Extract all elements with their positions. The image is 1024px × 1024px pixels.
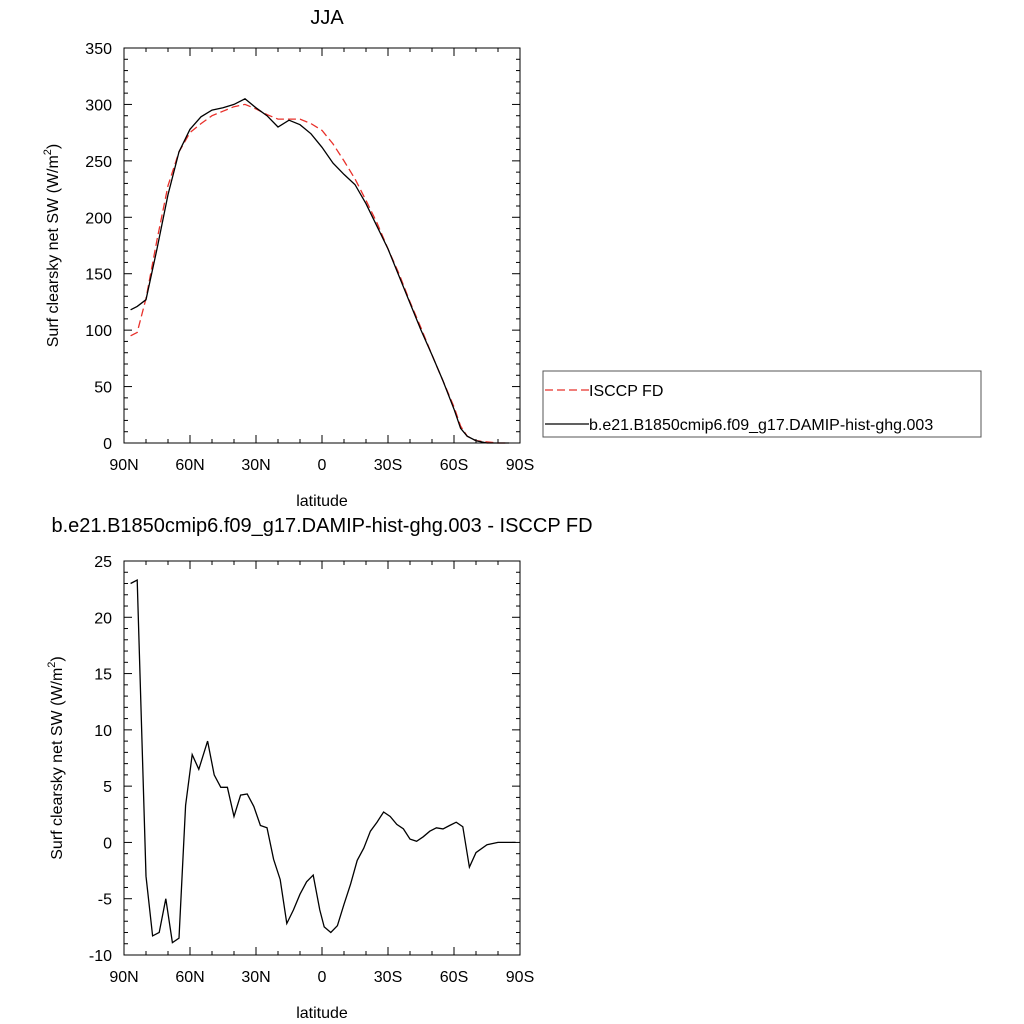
y-tick-label: 200 bbox=[85, 210, 112, 227]
plot-frame bbox=[123, 47, 521, 444]
x-tick-label: 30S bbox=[374, 969, 402, 986]
y-tick-label: 250 bbox=[85, 154, 112, 171]
y-tick-label: 25 bbox=[94, 554, 112, 571]
y-axis-label: Surf clearsky net SW (W/m2) bbox=[42, 144, 62, 347]
chart-title: b.e21.B1850cmip6.f09_g17.DAMIP-hist-ghg.… bbox=[51, 515, 592, 537]
x-tick-label: 90N bbox=[109, 457, 138, 474]
y-axis-label-main: Surf clearsky net SW (W/m bbox=[49, 668, 66, 860]
x-tick-label: 60N bbox=[175, 969, 204, 986]
x-tick-label: 0 bbox=[318, 969, 327, 986]
y-tick-label: 150 bbox=[85, 267, 112, 284]
y-axis-label-end: ) bbox=[45, 144, 62, 149]
y-tick-label: 50 bbox=[94, 380, 112, 397]
x-tick-label: 90S bbox=[506, 969, 534, 986]
x-tick-label: 0 bbox=[318, 457, 327, 474]
legend-box bbox=[542, 370, 982, 438]
legend-entry-label: b.e21.B1850cmip6.f09_g17.DAMIP-hist-ghg.… bbox=[589, 417, 933, 434]
x-axis-label: latitude bbox=[296, 1005, 348, 1022]
chart-2: b.e21.B1850cmip6.f09_g17.DAMIP-hist-ghg.… bbox=[46, 515, 593, 1022]
y-axis-label-sup: 2 bbox=[42, 149, 54, 155]
series-line-2 bbox=[130, 98, 509, 444]
y-tick-label: 15 bbox=[94, 667, 112, 684]
legend-entry-label: ISCCP FD bbox=[589, 383, 663, 400]
y-tick-label: 5 bbox=[103, 779, 112, 796]
y-axis-label-sup: 2 bbox=[46, 662, 58, 668]
y-tick-label: 20 bbox=[94, 610, 112, 627]
chart-title: JJA bbox=[310, 7, 344, 29]
y-tick-label: 10 bbox=[94, 723, 112, 740]
x-tick-label: 60N bbox=[175, 457, 204, 474]
y-tick-label: -5 bbox=[98, 892, 112, 909]
y-tick-label: 0 bbox=[103, 436, 112, 453]
x-tick-label: 30S bbox=[374, 457, 402, 474]
x-tick-label: 90N bbox=[109, 969, 138, 986]
legend: ISCCP FD b.e21.B1850cmip6.f09_g17.DAMIP-h… bbox=[542, 370, 982, 438]
y-axis-label-end: ) bbox=[49, 656, 66, 661]
y-tick-label: 300 bbox=[85, 97, 112, 114]
x-tick-label: 60S bbox=[440, 969, 468, 986]
x-tick-label: 30N bbox=[241, 457, 270, 474]
y-axis-label: Surf clearsky net SW (W/m2) bbox=[46, 656, 66, 859]
series-line-1 bbox=[130, 103, 509, 444]
y-tick-label: 350 bbox=[85, 41, 112, 58]
x-tick-label: 90S bbox=[506, 457, 534, 474]
x-tick-label: 60S bbox=[440, 457, 468, 474]
y-tick-label: -10 bbox=[89, 948, 112, 965]
x-axis-label: latitude bbox=[296, 493, 348, 510]
x-tick-label: 30N bbox=[241, 969, 270, 986]
y-tick-label: 0 bbox=[103, 835, 112, 852]
plot-frame bbox=[123, 560, 521, 956]
series-line-1 bbox=[130, 579, 516, 944]
chart-1: JJA 90N 60N 30N 0 30S 60S 90S 0 50 100 150 200 250 300… bbox=[42, 7, 982, 510]
y-tick-label: 100 bbox=[85, 323, 112, 340]
y-axis-label-main: Surf clearsky net SW (W/m bbox=[45, 155, 62, 347]
